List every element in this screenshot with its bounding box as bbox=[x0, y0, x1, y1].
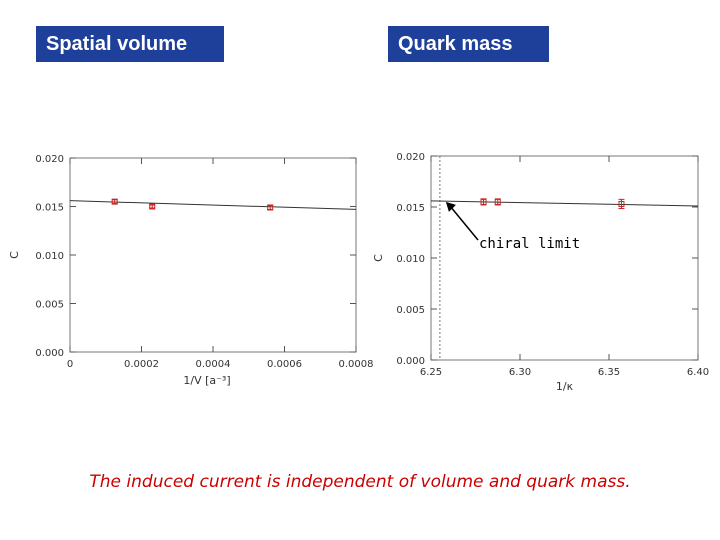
chart1-y-tick-label: 0.000 bbox=[35, 348, 64, 359]
chart1-data-point bbox=[149, 203, 156, 210]
chart2-y-tick-label: 0.010 bbox=[396, 254, 425, 265]
chiral-limit-arrowhead bbox=[445, 201, 456, 212]
chart2-y-tick-label: 0.000 bbox=[396, 356, 425, 367]
spatial-volume-title: Spatial volume bbox=[36, 26, 224, 62]
chart2-y-axis-label: C bbox=[372, 254, 385, 262]
chart2-y-tick-label: 0.020 bbox=[396, 152, 425, 163]
chart1-plot-frame bbox=[69, 157, 357, 353]
chart2-y-tick-label: 0.015 bbox=[396, 203, 425, 214]
chart1-x-tick-label: 0.0002 bbox=[124, 359, 159, 370]
chart1-x-axis-label: 1/V [a⁻³] bbox=[183, 374, 230, 387]
chart2-x-tick-label: 6.30 bbox=[509, 367, 531, 378]
chart1-x-tick-label: 0.0008 bbox=[339, 359, 374, 370]
chart2-y-tick-label: 0.005 bbox=[396, 305, 425, 316]
chart1-y-axis-label: C bbox=[8, 251, 21, 259]
chart1-y-tick-label: 0.020 bbox=[35, 154, 64, 165]
chart2-fit-line bbox=[430, 200, 699, 207]
chart2-data-point bbox=[480, 198, 487, 205]
chart1-x-tick-label: 0.0004 bbox=[196, 359, 231, 370]
chart2-x-tick-label: 6.25 bbox=[420, 367, 442, 378]
chart1-y-tick-label: 0.015 bbox=[35, 203, 64, 214]
chart1-y-tick-label: 0.005 bbox=[35, 300, 64, 311]
chart2-data-point bbox=[618, 200, 625, 207]
quark-mass-title: Quark mass bbox=[388, 26, 549, 62]
chart2-x-tick-label: 6.35 bbox=[598, 367, 620, 378]
chiral-limit-label: chiral limit bbox=[479, 236, 581, 252]
chart2-plot-frame bbox=[430, 155, 699, 361]
chart1-data-point bbox=[111, 198, 118, 205]
chart1-x-tick-label: 0.0006 bbox=[267, 359, 302, 370]
chart2-data-point bbox=[494, 198, 501, 205]
chiral-limit-arrow bbox=[449, 205, 479, 241]
chart1-data-point bbox=[267, 204, 274, 211]
chart1-x-tick-label: 0 bbox=[67, 359, 73, 370]
chart2-x-axis-label: 1/κ bbox=[556, 380, 574, 393]
chart1-fit-line bbox=[69, 200, 357, 210]
chart1-y-tick-label: 0.010 bbox=[35, 251, 64, 262]
chart2-x-tick-label: 6.40 bbox=[687, 367, 709, 378]
caption: The induced current is independent of vo… bbox=[89, 472, 631, 492]
